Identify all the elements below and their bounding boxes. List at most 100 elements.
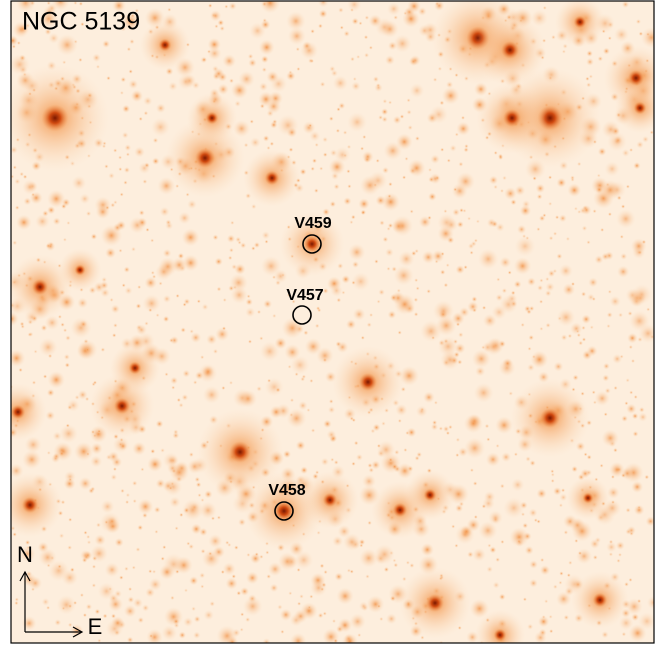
star [558,263,573,278]
star [545,282,555,292]
star [602,374,610,382]
star [35,214,50,229]
star [349,220,354,225]
star [260,19,271,30]
star [368,467,375,473]
bright-star-core [627,69,645,87]
star [434,1,440,6]
star [38,337,58,357]
star [338,7,344,13]
star [453,187,458,192]
star [548,235,554,241]
star [125,500,130,505]
star [97,638,102,643]
star [319,166,324,171]
star [633,504,645,516]
star [495,443,500,448]
star [275,387,281,393]
star [631,359,635,363]
star [596,173,601,178]
star [317,612,324,619]
star [302,121,316,135]
star [443,282,449,288]
star [88,487,95,494]
star [106,76,111,81]
star [434,259,439,264]
star [568,560,573,565]
star [291,299,296,304]
star [558,214,567,223]
star [372,423,381,432]
star [492,581,500,589]
star [469,468,474,473]
star [487,543,492,548]
star [611,500,615,505]
star [403,448,408,452]
star [586,57,594,66]
star [342,153,348,158]
star [522,597,527,602]
star [414,455,420,461]
star [458,501,465,507]
star [89,627,94,632]
star [536,519,541,524]
star [84,396,90,402]
star [62,60,67,65]
star [613,385,618,391]
star [556,591,572,607]
star [318,9,328,19]
star [367,520,372,526]
star [352,307,366,321]
star [374,552,387,565]
star [280,629,285,634]
star [446,158,451,163]
star [613,447,618,453]
star [384,55,395,66]
star [628,577,633,582]
star [157,176,176,195]
star [517,539,521,544]
star [563,530,569,535]
star [123,266,130,273]
star [454,342,466,354]
star [281,273,285,278]
star [251,203,257,210]
star [132,441,147,456]
star [607,486,620,499]
star [461,115,465,120]
star [591,390,596,395]
star [486,218,497,228]
star [209,601,215,607]
star [328,158,346,176]
star [177,73,194,90]
star [581,325,586,331]
star [286,71,296,81]
annotations: V459 V457 V458 [268,215,332,521]
star [358,21,363,26]
star [620,252,628,260]
star [333,183,340,190]
star [513,257,532,275]
star [572,374,579,381]
star [594,390,610,407]
star [230,220,235,225]
variable-marker [292,305,312,325]
star [307,605,312,610]
star [473,82,488,97]
star [300,376,306,382]
star [71,175,87,191]
star [563,614,570,621]
star [78,476,93,491]
star [475,219,480,224]
star [153,506,161,514]
star [289,398,295,403]
star [258,39,275,56]
star [322,208,330,216]
field-title: NGC 5139 [22,8,140,36]
star [361,150,374,163]
star [391,215,414,237]
star [567,333,573,339]
star [589,325,594,330]
star [260,255,282,277]
star [90,442,103,455]
